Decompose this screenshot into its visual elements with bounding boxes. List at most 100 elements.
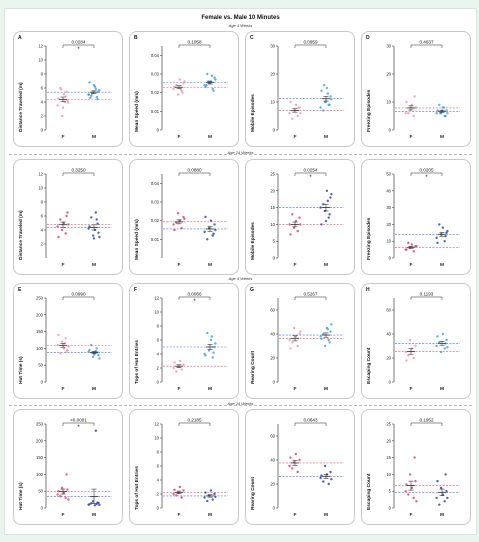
data-point [413, 95, 416, 98]
data-point [213, 345, 216, 349]
p-value: 0.0643 [303, 418, 317, 423]
data-point [172, 223, 175, 226]
data-point [405, 359, 408, 362]
x-tick-label: F [410, 386, 413, 392]
x-tick-label: F [62, 134, 65, 140]
x-tick-label: M [440, 512, 444, 518]
y-tick-label: 10 [386, 239, 391, 244]
data-point [94, 211, 98, 214]
data-point [92, 237, 96, 240]
data-point [206, 72, 209, 76]
data-point [299, 223, 302, 226]
data-point [98, 88, 101, 92]
data-point [173, 85, 176, 89]
scatter-plot: 0.01 0.02 0.03 0.04 F M 0.0880 [151, 168, 228, 268]
data-point [297, 106, 300, 109]
y-tick-label: 10 [38, 58, 43, 63]
chart-panel: Freezing Episodes 0 10 20 30 40 50 F M 0.0205 * [361, 159, 471, 275]
data-point [415, 245, 418, 248]
significance-bracket [410, 422, 443, 426]
data-point [56, 343, 59, 347]
panel-letter: H [366, 287, 370, 293]
y-tick-label: 10 [38, 186, 43, 191]
data-point [91, 234, 95, 237]
data-point [404, 112, 407, 115]
significance-star: * [425, 175, 428, 181]
data-point [204, 354, 207, 357]
data-point [211, 87, 214, 91]
data-point [407, 493, 410, 496]
data-point [203, 496, 206, 499]
significance-star: * [77, 47, 80, 53]
y-tick-label: 30 [386, 44, 391, 49]
p-value: 0.0284 [71, 40, 85, 45]
chart-panel: D Freezing Episodes 0 10 20 30 F M 0.4637 [361, 31, 471, 147]
y-tick-label: 0 [273, 380, 276, 385]
data-point [439, 350, 443, 354]
data-point [175, 370, 178, 373]
panel-letter: E [18, 287, 22, 293]
x-tick-label: F [62, 512, 65, 518]
data-point [414, 344, 417, 348]
x-tick-label: M [92, 262, 96, 268]
data-point [95, 347, 98, 350]
y-tick-label: 0.04 [151, 53, 160, 58]
data-point [320, 89, 323, 92]
data-point [214, 495, 217, 498]
data-point [288, 464, 291, 468]
chart-panel: H Escaping Count 0 20 40 60 F M 0.1193 [361, 283, 471, 399]
data-point [289, 456, 292, 459]
chart-panel: Distance Traveled (m) 2 4 6 8 10 12 F M 0.3250 [13, 159, 123, 275]
chart-panel: Mean Speed (m/s) 0.01 0.02 0.03 0.04 F M 0.0880 [129, 159, 239, 275]
data-point [182, 489, 185, 492]
data-point [413, 456, 416, 459]
significance-bracket [62, 44, 95, 48]
significance-star: * [77, 425, 80, 431]
data-point [412, 496, 415, 500]
data-point [96, 222, 99, 225]
p-value: 0.0959 [303, 40, 317, 45]
p-value: 0.0254 [303, 168, 317, 173]
x-tick-label: M [324, 386, 328, 392]
data-point [57, 333, 60, 337]
y-tick-label: 0.03 [151, 200, 160, 205]
x-tick-label: M [208, 262, 212, 268]
data-point [173, 361, 176, 364]
data-point [98, 357, 101, 360]
data-point [443, 500, 446, 503]
y-tick-label: 100 [36, 346, 44, 351]
chart-panel: F Tops of Hut Entries 0 2 4 6 8 10 12 F M 0.0066 * [129, 283, 239, 399]
p-value: 0.5267 [303, 292, 317, 297]
data-point [88, 81, 91, 84]
data-point [172, 492, 175, 496]
data-point [444, 234, 447, 238]
data-point [62, 93, 66, 96]
y-tick-label: 150 [36, 329, 44, 334]
x-tick-label: F [178, 262, 181, 268]
data-point [438, 503, 441, 506]
y-tick-label: 12 [38, 172, 43, 177]
x-tick-label: M [208, 512, 212, 518]
data-point [67, 498, 70, 501]
y-tick-label: 200 [36, 438, 44, 443]
data-point [435, 236, 438, 240]
data-point [323, 84, 326, 87]
panel-letter: C [250, 35, 254, 41]
data-point [65, 214, 68, 218]
data-point [213, 76, 216, 79]
data-point [327, 338, 330, 342]
data-point [412, 356, 415, 360]
data-point [289, 100, 292, 104]
x-tick-label: F [410, 262, 413, 268]
chart-panel: E Hut Time (s) 0 50 100 150 200 250 F M 0.0990 [13, 283, 123, 399]
data-point [415, 500, 418, 503]
data-point [91, 355, 95, 358]
data-point [322, 203, 325, 206]
scatter-plot: 0 10 20 30 40 50 F M 0.0205 * [386, 168, 460, 268]
data-point [446, 112, 449, 115]
y-tick-label: 100 [36, 472, 44, 477]
data-point [330, 478, 333, 481]
y-tick-label: 0 [157, 128, 160, 133]
data-point [326, 328, 329, 331]
data-point [210, 74, 213, 78]
